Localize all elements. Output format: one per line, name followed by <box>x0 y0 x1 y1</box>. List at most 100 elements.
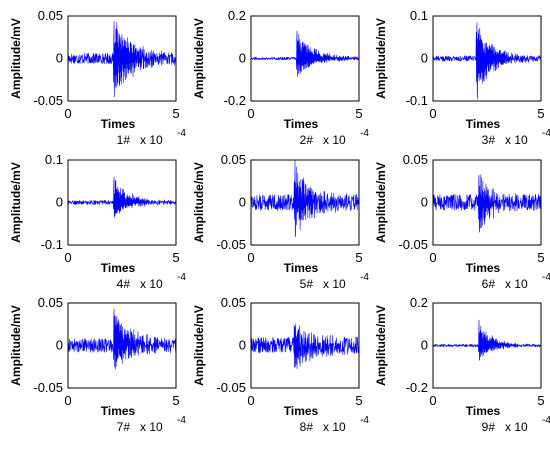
signal-trace <box>67 20 177 98</box>
x-tick-label: 5 <box>355 393 362 408</box>
x-axis-label: Times <box>466 404 501 418</box>
y-tick-label: 0.2 <box>410 295 428 310</box>
x-tick-label: 5 <box>537 106 544 121</box>
x-tick-label: 0 <box>429 106 436 121</box>
y-tick-label: 0 <box>56 51 63 66</box>
x-tick-label: 0 <box>247 250 254 265</box>
x-tick-label: 5 <box>537 250 544 265</box>
y-axis-label: Amplitude/mV <box>192 18 206 99</box>
x-multiplier-exponent: -4 <box>542 415 550 426</box>
y-tick-label: 0.05 <box>38 295 63 310</box>
y-axis-label: Amplitude/mV <box>374 18 388 99</box>
signal-trace <box>250 30 360 77</box>
axes-frame <box>67 15 177 102</box>
y-tick-label: 0 <box>239 338 246 353</box>
y-tick-label: 0 <box>239 195 246 210</box>
x-axis-label: Times <box>101 117 136 131</box>
y-tick-label: -0.05 <box>33 380 63 395</box>
panel-caption: 8# <box>300 420 314 434</box>
x-tick-label: 5 <box>172 250 179 265</box>
y-tick-label: 0.05 <box>221 295 246 310</box>
y-tick-label: 0 <box>421 338 428 353</box>
y-axis-label: Amplitude/mV <box>192 162 206 243</box>
x-tick-label: 5 <box>172 106 179 121</box>
x-multiplier-exponent: -4 <box>177 128 186 139</box>
axes-frame <box>250 159 360 246</box>
axes-frame <box>432 302 542 389</box>
panel-caption: 4# <box>117 277 131 291</box>
x-multiplier-exponent: -4 <box>177 415 186 426</box>
y-tick-label: 0 <box>421 51 428 66</box>
panel-caption: 2# <box>300 133 314 147</box>
x-tick-label: 0 <box>64 250 71 265</box>
x-multiplier-label: x 10 <box>140 277 163 291</box>
x-tick-label: 5 <box>355 106 362 121</box>
y-tick-label: 0.05 <box>403 152 428 167</box>
y-tick-label: -0.2 <box>224 93 246 108</box>
x-tick-label: 5 <box>537 393 544 408</box>
x-multiplier-label: x 10 <box>323 133 346 147</box>
x-multiplier-exponent: -4 <box>542 128 550 139</box>
x-tick-label: 5 <box>355 250 362 265</box>
x-axis-label: Times <box>284 117 319 131</box>
axes-frame <box>432 15 542 102</box>
x-axis-label: Times <box>466 261 501 275</box>
x-tick-label: 0 <box>247 393 254 408</box>
y-axis-label: Amplitude/mV <box>374 305 388 386</box>
x-multiplier-label: x 10 <box>140 420 163 434</box>
x-tick-label: 0 <box>64 106 71 121</box>
y-axis-label: Amplitude/mV <box>9 305 23 386</box>
y-tick-label: 0 <box>239 51 246 66</box>
y-tick-label: 0.1 <box>45 152 63 167</box>
x-tick-label: 0 <box>429 250 436 265</box>
signal-trace <box>67 308 177 370</box>
axes-frame <box>67 159 177 246</box>
x-axis-label: Times <box>466 117 501 131</box>
y-axis-label: Amplitude/mV <box>374 162 388 243</box>
y-tick-label: -0.05 <box>398 237 428 252</box>
panel-caption: 1# <box>117 133 131 147</box>
x-tick-label: 5 <box>172 393 179 408</box>
x-multiplier-exponent: -4 <box>360 272 369 283</box>
signal-trace <box>67 176 177 218</box>
y-tick-label: 0.2 <box>228 8 246 23</box>
y-axis-label: Amplitude/mV <box>9 162 23 243</box>
x-tick-label: 0 <box>64 393 71 408</box>
y-tick-label: -0.05 <box>216 380 246 395</box>
x-multiplier-exponent: -4 <box>542 272 550 283</box>
panel-caption: 7# <box>117 420 131 434</box>
signal-trace <box>432 319 542 361</box>
y-tick-label: 0.05 <box>221 152 246 167</box>
signal-trace <box>432 22 542 100</box>
panel-caption: 9# <box>482 420 496 434</box>
x-tick-label: 0 <box>247 106 254 121</box>
x-axis-label: Times <box>284 404 319 418</box>
x-axis-label: Times <box>101 404 136 418</box>
x-multiplier-label: x 10 <box>505 420 528 434</box>
x-multiplier-exponent: -4 <box>360 415 369 426</box>
x-multiplier-label: x 10 <box>505 277 528 291</box>
axes-frame <box>67 302 177 389</box>
x-multiplier-label: x 10 <box>505 133 528 147</box>
x-multiplier-label: x 10 <box>323 420 346 434</box>
signal-trace <box>250 159 360 237</box>
y-tick-label: -0.1 <box>41 237 63 252</box>
x-multiplier-label: x 10 <box>140 133 163 147</box>
y-tick-label: 0 <box>56 195 63 210</box>
x-axis-label: Times <box>284 261 319 275</box>
axes-frame <box>250 15 360 102</box>
signal-trace <box>250 323 360 369</box>
y-tick-label: 0 <box>56 338 63 353</box>
y-tick-label: -0.1 <box>406 93 428 108</box>
axes-frame <box>250 302 360 389</box>
